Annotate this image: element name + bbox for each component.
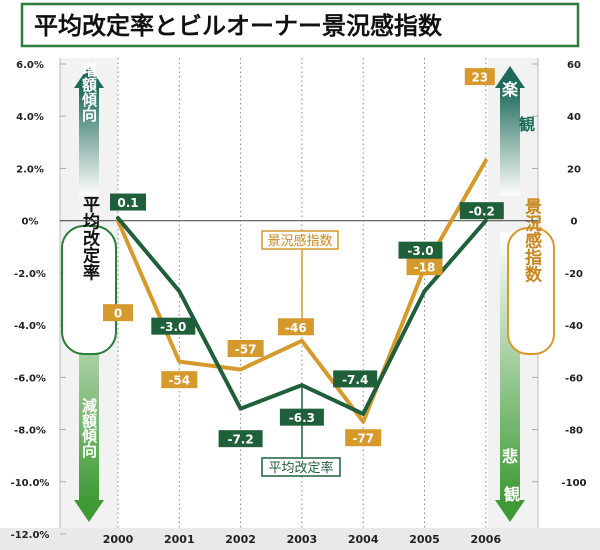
right-tick-label: -40	[565, 321, 583, 332]
index-data-label: 23	[464, 68, 495, 86]
right-series-badge: 景況感指数	[507, 197, 555, 355]
right-tick-label: 20	[567, 164, 581, 175]
right-tick-label: 0	[571, 217, 578, 228]
index-data-label-text: -54	[168, 374, 190, 388]
left-axis-ticks: 6.0% 4.0% 2.0% 0% -2.0% -4.0% -6.0% -8.0% -10.0%…	[11, 60, 50, 541]
left-tick-label: 6.0%	[16, 60, 44, 71]
left-up-label: 増額傾向	[80, 61, 98, 123]
rate-data-label-text: 0.1	[117, 196, 138, 210]
index-data-label-text: 0	[114, 307, 122, 321]
title-frame	[20, 2, 580, 48]
left-tick-label: -8.0%	[14, 426, 46, 437]
rate-data-label: -3.0	[151, 317, 196, 335]
left-tick-label: 0%	[22, 217, 39, 228]
x-tick-label: 2002	[225, 533, 256, 546]
right-down-char-1: 悲	[502, 447, 518, 466]
rate-data-label: -3.0	[398, 241, 443, 259]
right-tick-label: -100	[561, 478, 586, 489]
index-data-label: -18	[406, 258, 443, 276]
left-tick-label: -10.0%	[11, 478, 50, 489]
right-tick-label: -20	[565, 269, 583, 280]
right-axis-ticks: 60 40 20 0 -20 -40 -60 -80 -100	[561, 60, 586, 489]
green-series-callout: 平均改定率	[261, 384, 341, 477]
left-series-badge: 平均改定率	[61, 196, 117, 355]
index-data-label: -46	[277, 318, 314, 336]
plot-panel	[60, 58, 538, 528]
green-callout-text: 平均改定率	[268, 460, 333, 476]
left-increase-arrow: 増額傾向	[74, 61, 104, 196]
x-tick-label: 2004	[348, 533, 379, 546]
left-tick-label: 4.0%	[16, 112, 44, 123]
chart-title: 平均改定率とビルオーナー景況感指数	[34, 12, 443, 40]
x-tick-label: 2000	[103, 533, 134, 546]
rate-data-label-text: -7.2	[227, 433, 253, 447]
index-data-label: 0	[103, 304, 133, 322]
rate-data-label-text: -3.0	[160, 320, 186, 334]
orange-callout-text: 景況感指数	[267, 233, 332, 249]
x-tick-label: 2006	[470, 533, 501, 546]
left-down-label: 減額傾向	[80, 398, 98, 459]
left-series-label: 平均改定率	[79, 196, 100, 282]
index-data-label-text: -57	[235, 343, 257, 357]
index-data-label-text: 23	[471, 71, 488, 85]
right-series-label: 景況感指数	[521, 197, 542, 283]
index-data-label: -57	[227, 340, 264, 357]
right-tick-label: 40	[567, 112, 581, 123]
rate-data-label: 0.1	[110, 193, 146, 211]
right-up-char-2: 観	[519, 115, 535, 134]
right-tick-label: 60	[567, 60, 581, 71]
left-tick-label: -2.0%	[14, 269, 46, 280]
x-axis-ticks: 2000 2001 2002 2003 2004 2005 2006	[103, 533, 502, 546]
right-down-char-2: 観	[504, 485, 520, 504]
x-tick-label: 2001	[164, 533, 195, 546]
right-tick-label: -60	[565, 373, 583, 384]
left-tick-label: -6.0%	[14, 373, 46, 384]
rate-data-label: -7.4	[333, 370, 378, 388]
index-data-label-text: -18	[414, 261, 436, 275]
rate-data-label: -0.2	[459, 202, 504, 220]
left-tick-label: -12.0%	[11, 530, 50, 541]
rate-data-label: -7.2	[218, 430, 263, 448]
x-tick-label: 2005	[409, 533, 440, 546]
index-data-label: -77	[345, 429, 382, 447]
left-tick-label: -4.0%	[14, 321, 46, 332]
rate-data-label-text: -0.2	[469, 205, 495, 219]
right-up-char-1: 楽	[501, 80, 519, 99]
right-tick-label: -80	[565, 426, 583, 437]
left-tick-label: 2.0%	[16, 164, 44, 175]
rate-data-label-text: -3.0	[407, 244, 433, 258]
index-data-label-text: -77	[352, 432, 374, 446]
orange-series-callout: 景況感指数	[261, 230, 339, 320]
rate-data-label-text: -7.4	[342, 373, 368, 387]
x-axis-band	[0, 528, 600, 550]
index-data-label: -54	[161, 371, 198, 389]
x-tick-label: 2003	[287, 533, 318, 546]
right-optimism-arrow: 楽 観	[495, 66, 535, 196]
index-data-label-text: -46	[285, 321, 307, 335]
